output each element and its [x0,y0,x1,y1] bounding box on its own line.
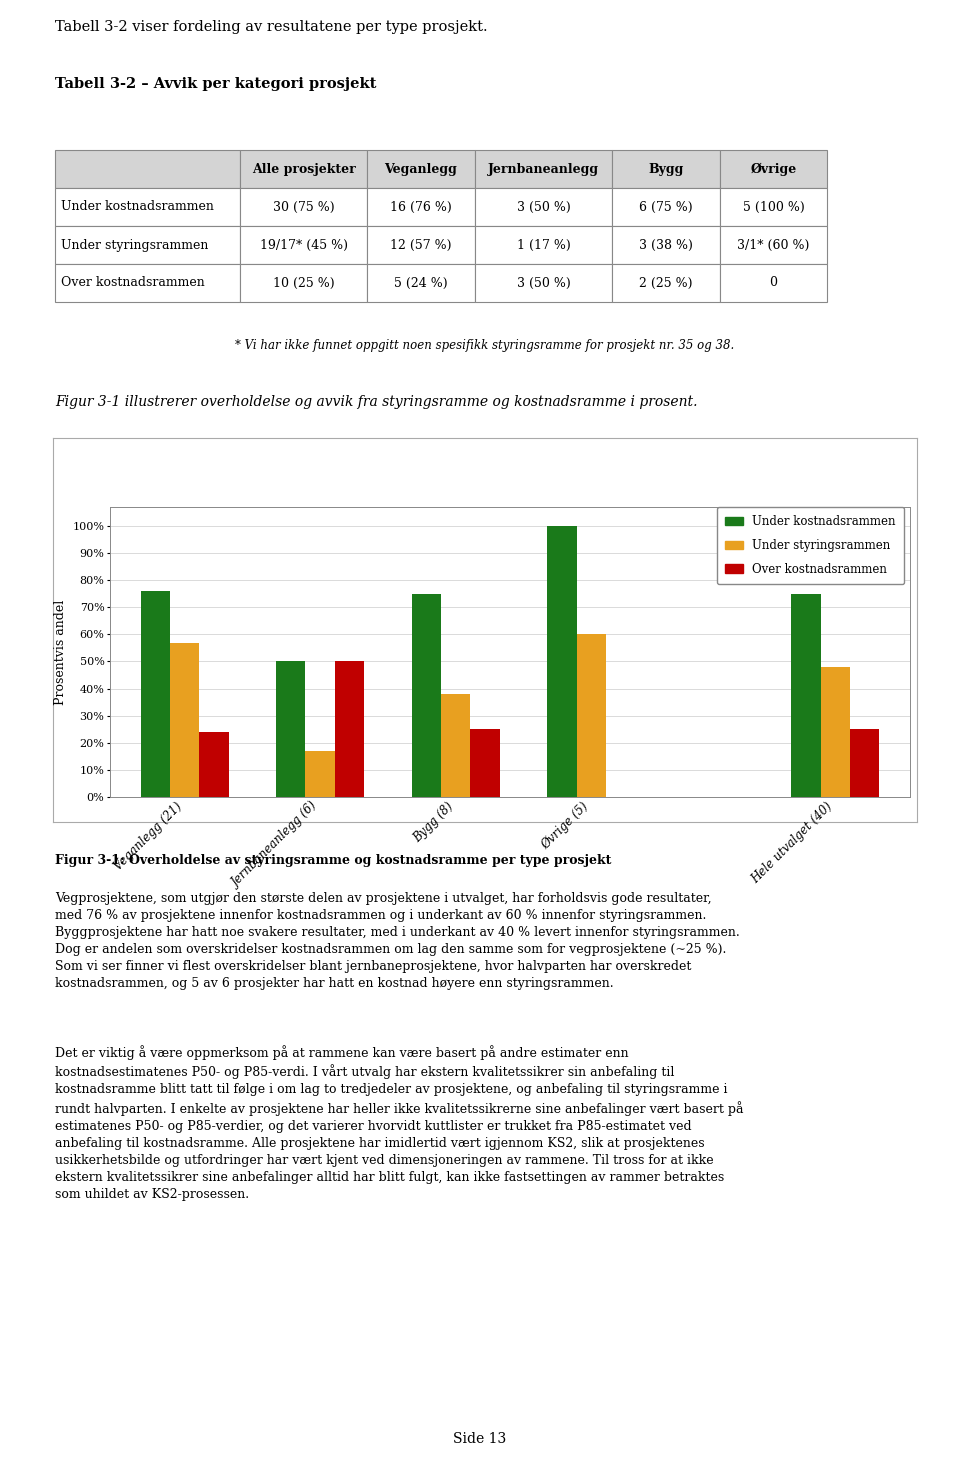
Bar [240,226,367,264]
Bar [367,151,474,187]
Bar [441,694,470,797]
Bar [720,187,828,226]
Text: Under styringsrammen: Under styringsrammen [61,239,208,251]
Bar [367,187,474,226]
Bar [791,593,821,797]
Text: 10 (25 %): 10 (25 %) [273,276,334,289]
Legend: Under kostnadsrammen, Under styringsrammen, Over kostnadsrammen: Under kostnadsrammen, Under styringsramm… [717,508,904,584]
Text: 1 (17 %): 1 (17 %) [516,239,570,251]
Bar [240,264,367,303]
Text: * Vi har ikke funnet oppgitt noen spesifikk styringsramme for prosjekt nr. 35 og: * Vi har ikke funnet oppgitt noen spesif… [235,339,734,353]
Bar [367,264,474,303]
Text: Tabell 3-2 – Avvik per kategori prosjekt: Tabell 3-2 – Avvik per kategori prosjekt [55,77,376,92]
Y-axis label: Prosentvis andel: Prosentvis andel [54,599,67,704]
Bar [412,593,441,797]
Text: Veganlegg: Veganlegg [385,162,457,176]
Text: 3 (50 %): 3 (50 %) [516,276,570,289]
Text: 16 (76 %): 16 (76 %) [390,201,452,214]
Text: Bygg: Bygg [648,162,684,176]
Text: 3 (38 %): 3 (38 %) [639,239,693,251]
Bar [55,187,240,226]
Bar [240,151,367,187]
Text: 30 (75 %): 30 (75 %) [273,201,334,214]
Bar [474,226,612,264]
Text: Over kostnadsrammen: Over kostnadsrammen [61,276,204,289]
Bar [55,151,240,187]
Text: Øvrige: Øvrige [751,162,797,176]
Text: Figur 3-1 illustrerer overholdelse og avvik fra styringsramme og kostnadsramme i: Figur 3-1 illustrerer overholdelse og av… [55,396,698,409]
Text: 3/1* (60 %): 3/1* (60 %) [737,239,809,251]
Text: 12 (57 %): 12 (57 %) [390,239,451,251]
Bar [55,264,240,303]
Text: Vegprosjektene, som utgjør den største delen av prosjektene i utvalget, har forh: Vegprosjektene, som utgjør den største d… [55,892,740,990]
Bar [470,729,500,797]
Bar [612,226,720,264]
Text: 3 (50 %): 3 (50 %) [516,201,570,214]
Bar [140,590,170,797]
Bar [612,151,720,187]
Bar [612,264,720,303]
Text: Under kostnadsrammen: Under kostnadsrammen [61,201,214,214]
Text: Side 13: Side 13 [453,1432,507,1446]
Bar [720,151,828,187]
Bar [474,187,612,226]
Bar [170,642,200,797]
Bar [577,635,606,797]
Bar [720,264,828,303]
Bar [547,525,577,797]
Bar [821,667,851,797]
Text: Figur 3-1: Overholdelse av styringsramme og kostnadsramme per type prosjekt: Figur 3-1: Overholdelse av styringsramme… [55,855,612,868]
Text: 0: 0 [770,276,778,289]
Text: 6 (75 %): 6 (75 %) [639,201,693,214]
Bar [305,751,335,797]
Bar [474,151,612,187]
Bar [335,661,364,797]
Text: 5 (24 %): 5 (24 %) [395,276,447,289]
Text: Det er viktig å være oppmerksom på at rammene kan være basert på andre estimater: Det er viktig å være oppmerksom på at ra… [55,1045,743,1201]
Bar [720,226,828,264]
Bar [367,226,474,264]
Bar [240,187,367,226]
Text: Jernbaneanlegg: Jernbaneanlegg [488,162,599,176]
Bar [200,732,228,797]
Text: Tabell 3-2 viser fordeling av resultatene per type prosjekt.: Tabell 3-2 viser fordeling av resultaten… [55,21,488,34]
Text: Alle prosjekter: Alle prosjekter [252,162,355,176]
Text: 2 (25 %): 2 (25 %) [639,276,693,289]
Bar [612,187,720,226]
Bar [55,226,240,264]
Bar [276,661,305,797]
Text: 5 (100 %): 5 (100 %) [743,201,804,214]
Bar [474,264,612,303]
Text: 19/17* (45 %): 19/17* (45 %) [259,239,348,251]
Bar [851,729,879,797]
